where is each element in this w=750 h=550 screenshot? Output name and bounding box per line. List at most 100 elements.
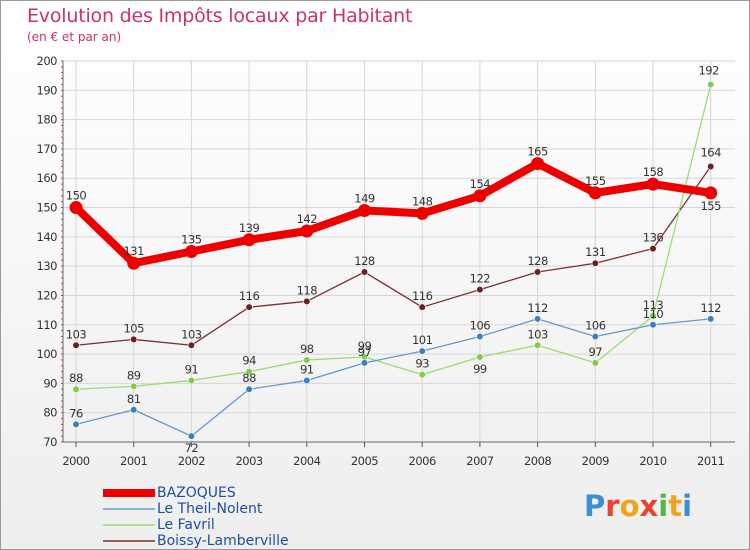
data-label: 76	[69, 406, 83, 420]
series-line	[75, 165, 712, 346]
legend: BAZOQUES Le Theil-Nolent Le Favril Boiss…	[103, 485, 289, 549]
data-point	[649, 312, 657, 320]
data-point	[245, 385, 253, 393]
legend-swatch-le-favril	[103, 524, 155, 526]
y-tick-label: 180	[37, 113, 58, 127]
data-point	[591, 259, 599, 267]
data-point	[245, 303, 253, 311]
data-label: 113	[643, 298, 664, 312]
data-label: 89	[127, 368, 141, 382]
data-point	[130, 382, 138, 390]
data-label: 128	[354, 254, 375, 268]
x-tick-label: 2011	[697, 454, 724, 468]
data-point	[707, 80, 715, 89]
logo-letter: x	[639, 489, 659, 523]
data-label: 112	[700, 301, 721, 315]
logo-letter: i	[658, 489, 669, 523]
x-tick-label: 2005	[351, 454, 378, 468]
legend-item-boissy-lamberville: Boissy-Lamberville	[103, 533, 289, 549]
legend-label-le-theil-nolent: Le Theil-Nolent	[157, 501, 263, 517]
data-label: 106	[585, 318, 606, 332]
data-label: 135	[181, 233, 202, 247]
y-tick-label: 120	[37, 288, 58, 302]
data-point	[187, 341, 195, 349]
data-point	[72, 385, 80, 393]
data-label: 72	[185, 441, 199, 455]
data-label: 142	[297, 212, 318, 226]
x-tick-label: 2004	[293, 454, 320, 468]
data-point	[476, 353, 484, 361]
data-label: 91	[300, 362, 314, 376]
x-tick-label: 2008	[524, 454, 551, 468]
data-label: 164	[700, 146, 721, 160]
data-point	[531, 157, 545, 171]
data-label: 101	[412, 333, 433, 347]
data-label: 97	[358, 345, 372, 359]
data-point	[473, 189, 487, 203]
data-label: 106	[470, 318, 491, 332]
data-point	[72, 420, 80, 429]
data-point	[130, 335, 138, 344]
data-label: 99	[358, 339, 372, 353]
data-label: 116	[412, 289, 433, 303]
data-point	[127, 256, 141, 270]
y-tick-label: 140	[37, 230, 58, 244]
data-point	[588, 186, 602, 200]
data-point	[360, 268, 369, 276]
data-label: 110	[643, 307, 664, 321]
logo-letter: r	[605, 489, 620, 523]
x-tick-label: 2002	[178, 454, 205, 468]
legend-swatch-bazoques	[103, 489, 155, 497]
data-label: 128	[527, 254, 548, 268]
data-label: 155	[585, 174, 606, 188]
y-tick-label: 90	[43, 376, 57, 390]
legend-label-le-favril: Le Favril	[157, 517, 215, 533]
data-point	[649, 321, 657, 329]
x-tick-label: 2006	[409, 454, 436, 468]
legend-label-bazoques: BAZOQUES	[157, 485, 236, 501]
data-label: 91	[185, 362, 199, 376]
data-label: 131	[123, 244, 144, 258]
data-label: 88	[69, 371, 83, 385]
data-label: 131	[585, 245, 606, 259]
data-label: 93	[415, 357, 429, 371]
data-point	[187, 376, 195, 385]
data-point	[476, 332, 484, 341]
data-point	[707, 162, 715, 171]
data-label: 165	[527, 145, 548, 159]
data-label: 150	[66, 189, 87, 203]
data-point	[303, 356, 311, 364]
series-line	[72, 159, 715, 268]
data-label: 97	[588, 345, 602, 359]
data-label: 103	[527, 327, 548, 341]
legend-swatch-boissy-lamberville	[103, 540, 155, 542]
data-label: 103	[66, 327, 87, 341]
x-tick-label: 2000	[62, 454, 89, 468]
data-point	[72, 341, 80, 349]
data-label: 192	[698, 63, 719, 77]
data-point	[303, 376, 311, 385]
data-point	[360, 359, 369, 367]
proxiti-logo: Proxiti	[584, 489, 692, 523]
data-point	[418, 303, 426, 311]
data-point	[69, 201, 83, 215]
data-point	[187, 432, 195, 440]
data-point	[591, 332, 599, 341]
data-point	[300, 224, 314, 238]
chart-title: Evolution des Impôts locaux par Habitant	[27, 5, 413, 27]
data-point	[533, 341, 542, 349]
data-point	[476, 286, 484, 294]
legend-swatch-le-theil-nolent	[103, 508, 155, 510]
data-label: 81	[127, 392, 141, 406]
data-point	[242, 233, 256, 247]
y-tick-label: 160	[37, 171, 58, 185]
y-tick-label: 100	[37, 347, 58, 361]
y-tick-label: 80	[43, 406, 57, 420]
logo-letter: t	[668, 489, 683, 523]
data-label: 149	[354, 191, 375, 205]
data-point	[591, 359, 599, 367]
y-tick-label: 190	[37, 83, 58, 97]
data-label: 99	[473, 362, 487, 376]
